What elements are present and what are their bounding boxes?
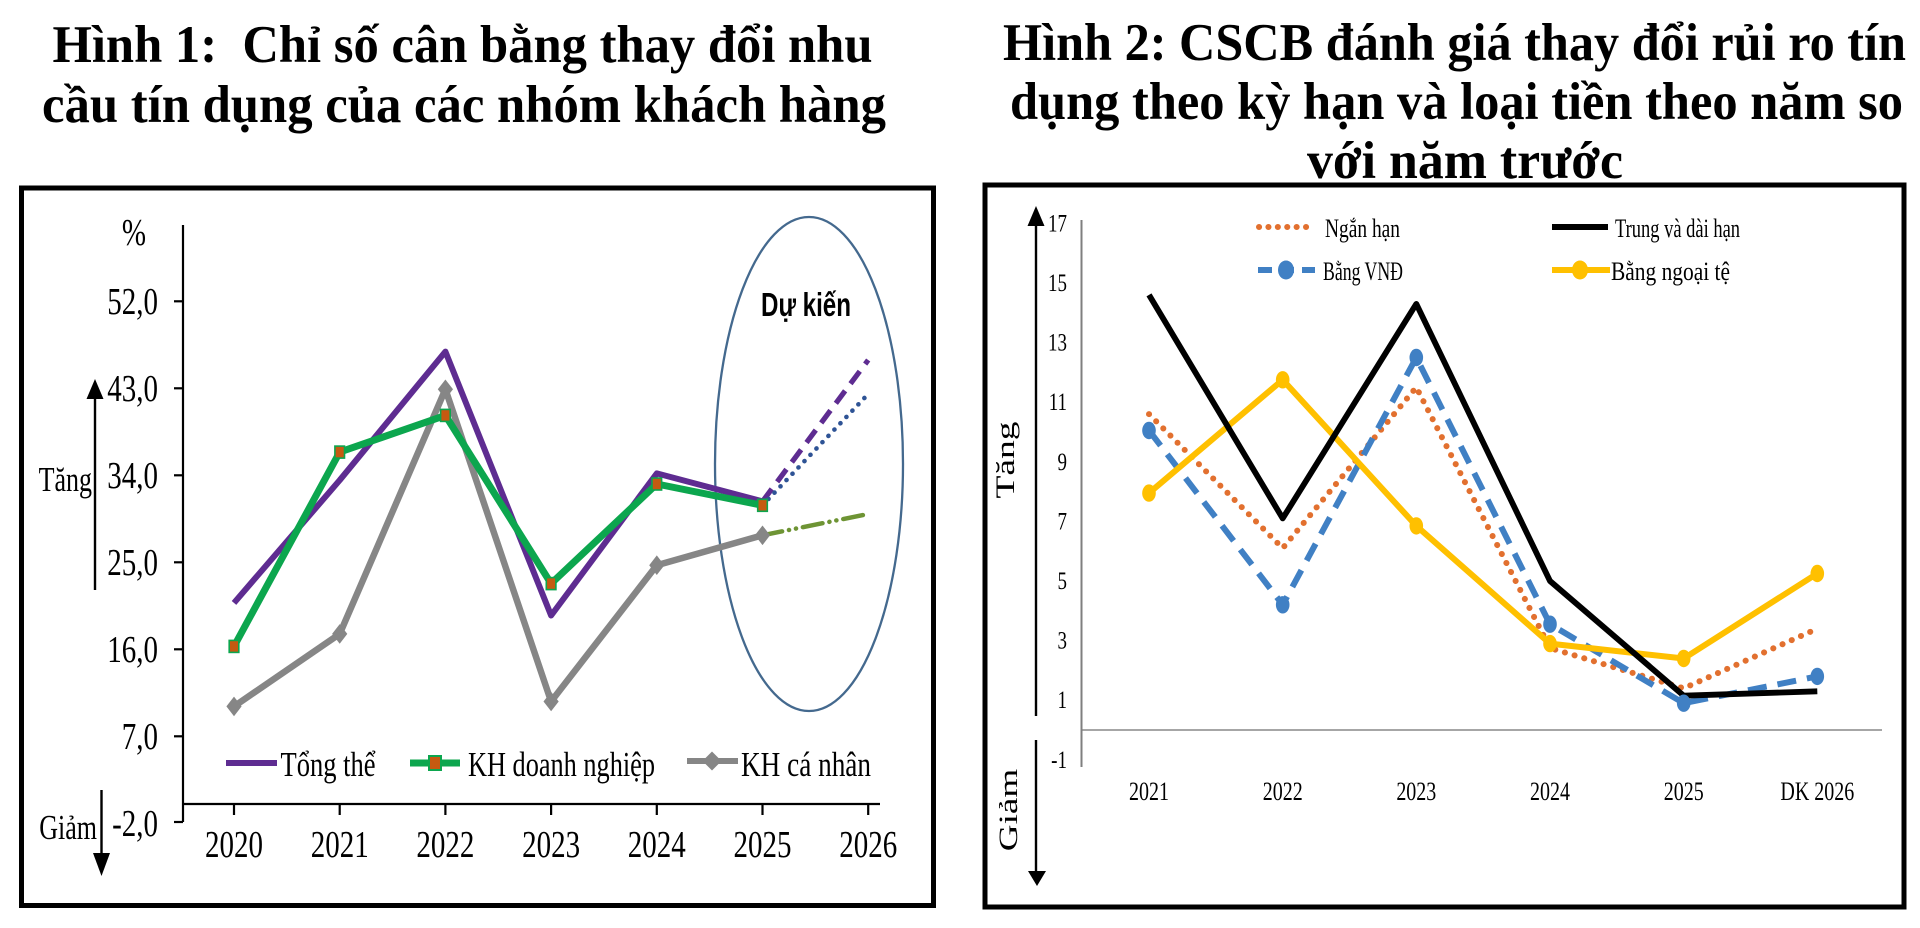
- svg-text:KH cá nhân: KH cá nhân: [741, 745, 871, 783]
- svg-text:13: 13: [1048, 328, 1067, 356]
- svg-text:Hình 1: Chỉ số cân bằng thay: Hình 1: Chỉ số cân bằng thay đổi nhu: [53, 16, 873, 74]
- svg-text:16,0: 16,0: [107, 629, 158, 671]
- svg-text:-2,0: -2,0: [112, 803, 158, 845]
- svg-text:15: 15: [1048, 268, 1067, 296]
- svg-text:2025: 2025: [734, 824, 792, 866]
- svg-text:Bằng VNĐ: Bằng VNĐ: [1323, 257, 1403, 286]
- svg-text:Giảm: Giảm: [39, 808, 97, 846]
- svg-text:Ngắn hạn: Ngắn hạn: [1325, 214, 1400, 243]
- svg-text:Dự kiến: Dự kiến: [761, 287, 851, 324]
- svg-text:KH doanh nghiệp: KH doanh nghiệp: [468, 745, 655, 783]
- svg-text:1: 1: [1058, 686, 1067, 714]
- svg-text:2023: 2023: [522, 824, 580, 866]
- svg-text:2021: 2021: [1129, 777, 1169, 806]
- svg-text:17: 17: [1048, 209, 1067, 237]
- svg-text:7,0: 7,0: [122, 716, 158, 758]
- svg-text:Tổng thể: Tổng thể: [281, 745, 376, 783]
- svg-text:34,0: 34,0: [107, 455, 158, 497]
- svg-text:2026: 2026: [839, 824, 897, 866]
- svg-text:52,0: 52,0: [107, 281, 158, 323]
- svg-text:DK 2026: DK 2026: [1780, 777, 1854, 806]
- svg-text:2024: 2024: [628, 824, 686, 866]
- svg-text:-1: -1: [1051, 745, 1067, 773]
- svg-text:Tăng: Tăng: [991, 421, 1020, 498]
- svg-text:Bằng ngoại tệ: Bằng ngoại tệ: [1611, 257, 1730, 286]
- svg-text:7: 7: [1058, 507, 1067, 535]
- svg-text:dụng theo kỳ hạn và loại tiền: dụng theo kỳ hạn và loại tiền theo năm s…: [1010, 73, 1903, 131]
- svg-text:11: 11: [1049, 388, 1067, 416]
- svg-text:%: %: [122, 212, 146, 254]
- svg-text:2024: 2024: [1530, 777, 1570, 806]
- svg-text:cầu tín dụng của các nhóm khác: cầu tín dụng của các nhóm khách hàng: [42, 76, 886, 134]
- svg-text:2021: 2021: [311, 824, 369, 866]
- svg-text:2022: 2022: [1263, 777, 1303, 806]
- svg-text:5: 5: [1058, 566, 1067, 594]
- svg-text:43,0: 43,0: [107, 368, 158, 410]
- svg-text:Trung và dài hạn: Trung và dài hạn: [1615, 214, 1740, 243]
- svg-text:Giảm: Giảm: [994, 769, 1023, 852]
- svg-text:2022: 2022: [416, 824, 474, 866]
- svg-text:25,0: 25,0: [107, 542, 158, 584]
- svg-text:2023: 2023: [1396, 777, 1436, 806]
- svg-text:3: 3: [1058, 626, 1067, 654]
- svg-text:Tăng: Tăng: [39, 460, 92, 498]
- svg-text:Hình 2: CSCB đánh giá thay đổi: Hình 2: CSCB đánh giá thay đổi rủi ro tí…: [1003, 14, 1906, 72]
- svg-text:2025: 2025: [1664, 777, 1704, 806]
- svg-text:với năm trước: với năm trước: [1307, 132, 1623, 190]
- svg-text:9: 9: [1058, 447, 1067, 475]
- svg-text:2020: 2020: [205, 824, 263, 866]
